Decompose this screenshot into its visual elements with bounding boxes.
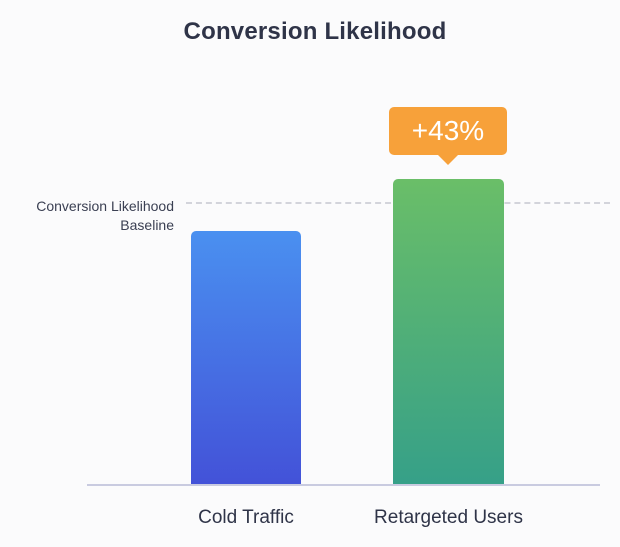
bar-cold-traffic — [191, 231, 301, 484]
x-label-cold-traffic: Cold Traffic — [198, 507, 294, 528]
baseline-label-line1: Conversion Likelihood — [36, 198, 174, 214]
baseline-label-line2: Baseline — [120, 217, 174, 233]
x-axis-line — [87, 484, 600, 486]
x-label-retargeted-users: Retargeted Users — [374, 507, 523, 528]
bar-retargeted-users — [393, 178, 504, 484]
chart-title: Conversion Likelihood — [183, 18, 447, 45]
baseline-label: Conversion Likelihood Baseline — [36, 197, 174, 235]
increase-callout: +43% — [389, 107, 507, 155]
callout-pointer — [437, 154, 459, 165]
